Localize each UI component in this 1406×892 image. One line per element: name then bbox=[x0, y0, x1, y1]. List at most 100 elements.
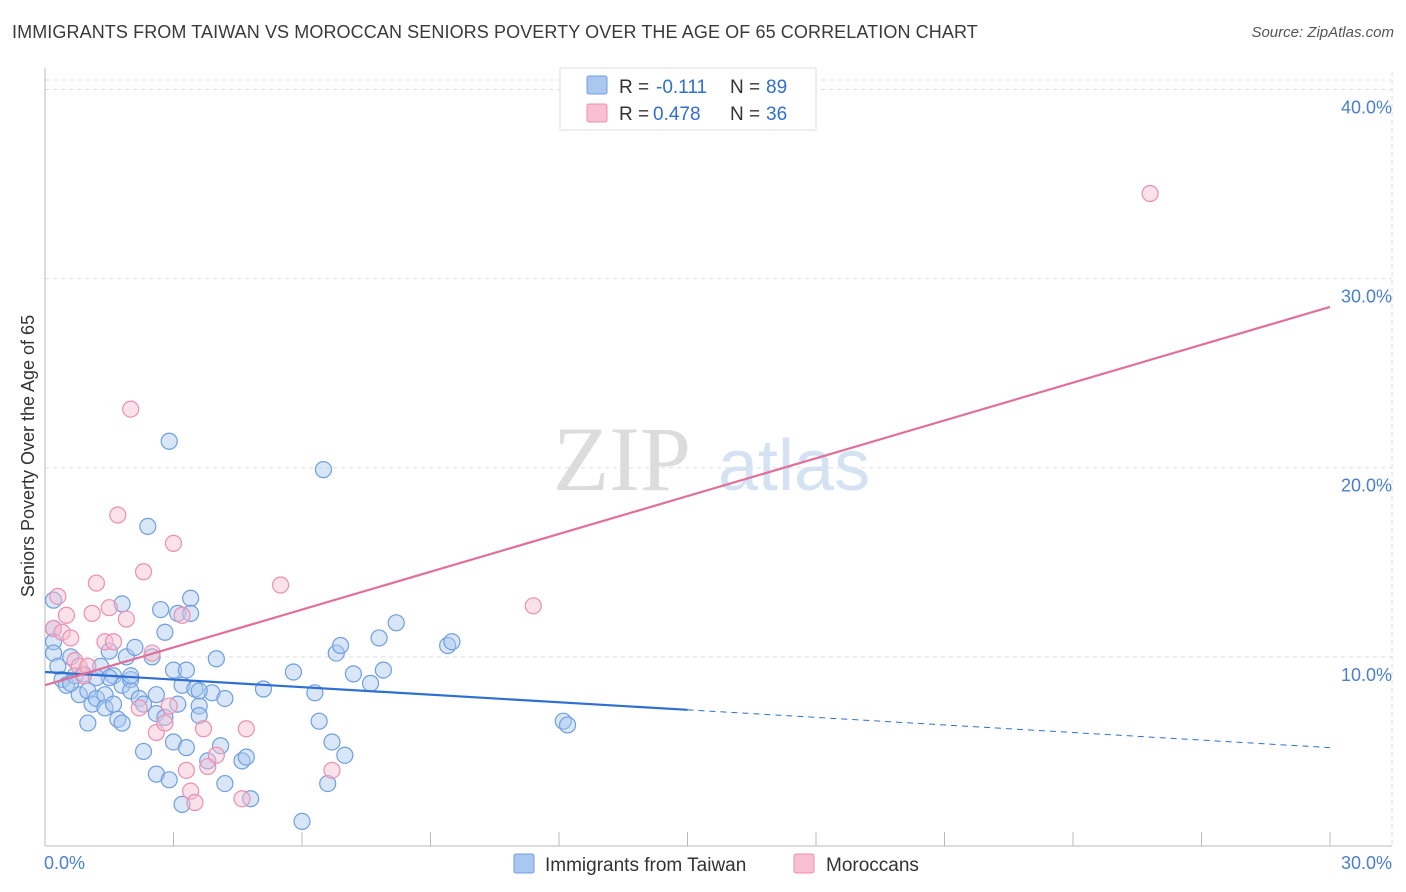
point-moroccans-32 bbox=[237, 720, 255, 738]
bottom-legend-swatch-taiwan bbox=[513, 853, 535, 874]
point-moroccans-21 bbox=[156, 714, 174, 732]
legend-n-label-taiwan: N = bbox=[730, 77, 760, 98]
point-taiwan-3 bbox=[44, 644, 63, 662]
point-moroccans-31 bbox=[233, 790, 251, 808]
top-legend: R = -0.111 N = 89 R = 0.478 N = 36 bbox=[559, 67, 817, 131]
point-taiwan-22 bbox=[113, 714, 131, 732]
point-taiwan-38 bbox=[156, 623, 174, 641]
point-moroccans-12 bbox=[100, 599, 118, 617]
point-taiwan-17 bbox=[96, 699, 114, 717]
point-moroccans-3 bbox=[57, 606, 76, 624]
x-tick-label-0: 0.0% bbox=[44, 853, 85, 873]
point-taiwan-42 bbox=[164, 661, 183, 679]
point-taiwan-19 bbox=[104, 695, 123, 713]
point-taiwan-86 bbox=[100, 669, 118, 687]
bottom-legend: Immigrants from Taiwan Moroccans bbox=[513, 853, 919, 876]
point-taiwan-58 bbox=[212, 737, 230, 755]
point-taiwan-47 bbox=[173, 795, 191, 813]
point-moroccans-4 bbox=[62, 629, 80, 647]
point-taiwan-70 bbox=[319, 774, 337, 793]
point-taiwan-84 bbox=[190, 682, 208, 700]
legend-n-label-moroccans: N = bbox=[730, 104, 760, 125]
point-taiwan-78 bbox=[374, 661, 392, 679]
point-taiwan-41 bbox=[160, 432, 178, 450]
point-moroccans-2 bbox=[53, 623, 71, 641]
point-taiwan-74 bbox=[336, 746, 354, 764]
point-taiwan-60 bbox=[216, 774, 234, 793]
point-moroccans-13 bbox=[104, 633, 123, 651]
trend-line-taiwan-extension bbox=[687, 709, 1331, 749]
point-taiwan-64 bbox=[254, 680, 273, 698]
point-taiwan-34 bbox=[147, 686, 165, 704]
point-moroccans-28 bbox=[194, 720, 213, 738]
point-taiwan-65 bbox=[284, 663, 303, 681]
point-moroccans-22 bbox=[160, 697, 178, 715]
point-taiwan-37 bbox=[152, 600, 170, 619]
grid bbox=[45, 72, 1393, 846]
legend-swatch-taiwan bbox=[586, 75, 608, 95]
legend-r-value-taiwan: -0.111 bbox=[656, 77, 707, 98]
point-taiwan-79 bbox=[387, 614, 405, 632]
point-taiwan-18 bbox=[100, 642, 118, 660]
point-taiwan-53 bbox=[190, 697, 208, 715]
point-moroccans-26 bbox=[182, 782, 200, 800]
chart-title: IMMIGRANTS FROM TAIWAN VS MOROCCAN SENIO… bbox=[12, 22, 978, 42]
point-moroccans-24 bbox=[173, 606, 191, 624]
point-moroccans-15 bbox=[117, 610, 135, 628]
point-taiwan-50 bbox=[182, 589, 200, 607]
point-taiwan-76 bbox=[361, 674, 380, 692]
point-moroccans-34 bbox=[323, 761, 341, 779]
point-taiwan-31 bbox=[134, 742, 153, 761]
trend-line-moroccans bbox=[44, 305, 1331, 687]
point-taiwan-48 bbox=[177, 661, 195, 679]
y-tick-label-1: 20.0% bbox=[1341, 476, 1392, 496]
point-taiwan-4 bbox=[49, 657, 67, 675]
point-moroccans-25 bbox=[177, 761, 195, 779]
point-taiwan-73 bbox=[331, 636, 350, 655]
bottom-legend-swatch-moroccans bbox=[793, 853, 815, 874]
point-moroccans-17 bbox=[130, 699, 148, 717]
point-taiwan-68 bbox=[310, 712, 328, 730]
point-moroccans-35 bbox=[524, 597, 542, 615]
point-moroccans-14 bbox=[109, 506, 127, 524]
point-moroccans-9 bbox=[83, 604, 101, 622]
point-taiwan-75 bbox=[344, 665, 362, 683]
legend-swatch-moroccans bbox=[586, 103, 608, 123]
legend-n-value-taiwan: 89 bbox=[766, 77, 787, 98]
point-taiwan-54 bbox=[190, 706, 208, 725]
point-taiwan-71 bbox=[323, 733, 341, 751]
legend-n-value-moroccans: 36 bbox=[766, 104, 787, 125]
point-taiwan-55 bbox=[199, 752, 217, 770]
legend-r-label-moroccans: R = bbox=[619, 104, 649, 125]
y-axis-title: Seniors Poverty Over the Age of 65 bbox=[18, 315, 38, 597]
point-taiwan-49 bbox=[177, 739, 195, 757]
trend-lines bbox=[44, 305, 1331, 749]
point-taiwan-14 bbox=[87, 689, 106, 708]
point-moroccans-30 bbox=[207, 746, 225, 764]
point-moroccans-16 bbox=[122, 400, 140, 418]
point-moroccans-0 bbox=[44, 619, 63, 638]
point-taiwan-16 bbox=[96, 686, 114, 704]
point-taiwan-81 bbox=[443, 633, 461, 651]
bottom-legend-label-taiwan: Immigrants from Taiwan bbox=[545, 855, 746, 876]
point-taiwan-83 bbox=[558, 716, 577, 734]
legend-r-value-moroccans: 0.478 bbox=[653, 104, 701, 125]
point-taiwan-35 bbox=[147, 705, 165, 723]
point-moroccans-29 bbox=[199, 757, 217, 776]
y-tick-label-0: 10.0% bbox=[1341, 665, 1392, 685]
data-points bbox=[44, 184, 1159, 831]
point-taiwan-28 bbox=[126, 638, 144, 657]
point-taiwan-39 bbox=[156, 708, 174, 726]
point-taiwan-62 bbox=[237, 748, 255, 766]
bottom-legend-label-moroccans: Moroccans bbox=[826, 855, 919, 876]
point-taiwan-59 bbox=[216, 689, 234, 708]
point-taiwan-32 bbox=[139, 517, 157, 535]
point-moroccans-1 bbox=[49, 587, 67, 605]
point-moroccans-36 bbox=[1141, 184, 1159, 203]
watermark: ZIP atlas bbox=[553, 408, 870, 510]
point-taiwan-66 bbox=[293, 812, 311, 831]
x-tick-label-1: 30.0% bbox=[1341, 853, 1392, 873]
point-moroccans-23 bbox=[164, 534, 183, 552]
legend-r-label-taiwan: R = bbox=[619, 77, 649, 98]
